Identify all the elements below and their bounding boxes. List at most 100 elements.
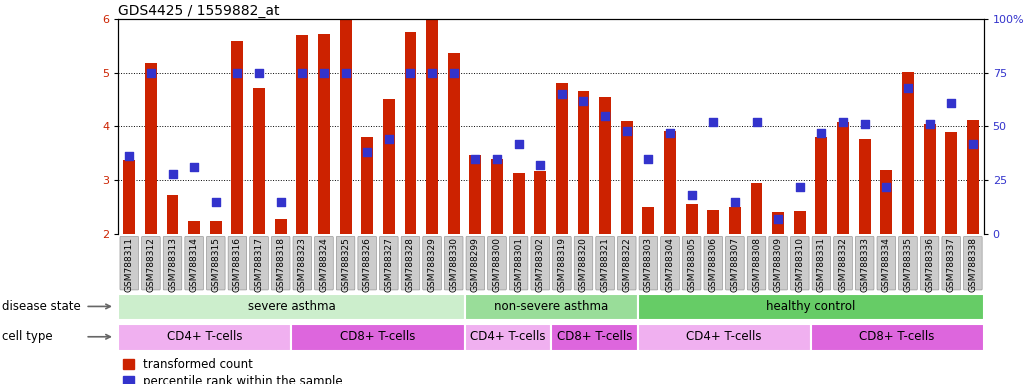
Point — [683, 192, 699, 198]
Bar — [124, 160, 135, 234]
Bar — [556, 83, 568, 234]
Text: severe asthma: severe asthma — [247, 300, 336, 313]
Point — [596, 113, 613, 119]
Text: GSM788322: GSM788322 — [622, 237, 631, 292]
FancyBboxPatch shape — [703, 237, 723, 290]
Text: CD8+ T-cells: CD8+ T-cells — [859, 330, 935, 343]
FancyBboxPatch shape — [963, 237, 983, 290]
Point — [640, 156, 656, 162]
Text: GSM788321: GSM788321 — [600, 237, 610, 292]
Bar — [167, 195, 178, 234]
FancyBboxPatch shape — [595, 237, 615, 290]
Text: CD8+ T-cells: CD8+ T-cells — [556, 330, 632, 343]
FancyBboxPatch shape — [530, 237, 550, 290]
Bar — [491, 159, 503, 234]
Point — [899, 84, 916, 91]
Text: GSM788303: GSM788303 — [644, 237, 653, 292]
Point — [942, 99, 959, 106]
Bar — [708, 210, 719, 234]
Text: GSM788300: GSM788300 — [492, 237, 502, 292]
Point — [185, 164, 202, 170]
Bar — [340, 19, 351, 234]
FancyBboxPatch shape — [574, 237, 593, 290]
Text: GSM788338: GSM788338 — [968, 237, 977, 292]
Bar — [881, 170, 892, 234]
FancyBboxPatch shape — [877, 237, 896, 290]
Bar — [967, 120, 978, 234]
Bar — [535, 171, 546, 234]
Text: CD4+ T-cells: CD4+ T-cells — [686, 330, 762, 343]
Bar — [253, 88, 265, 234]
Bar — [448, 53, 459, 234]
Text: GDS4425 / 1559882_at: GDS4425 / 1559882_at — [118, 4, 280, 18]
Text: GSM788333: GSM788333 — [860, 237, 869, 292]
Point — [834, 119, 851, 125]
Bar — [405, 32, 416, 234]
Point — [769, 216, 786, 222]
Text: GSM788332: GSM788332 — [838, 237, 848, 292]
Bar — [232, 41, 243, 234]
Point — [856, 121, 872, 127]
Point — [164, 170, 181, 177]
Bar — [794, 211, 805, 234]
Bar — [946, 132, 957, 234]
Point — [294, 70, 310, 76]
Text: GSM788325: GSM788325 — [341, 237, 350, 292]
Bar — [118, 324, 291, 351]
Text: GSM788310: GSM788310 — [795, 237, 804, 292]
FancyBboxPatch shape — [163, 237, 182, 290]
Text: non-severe asthma: non-severe asthma — [494, 300, 608, 313]
Point — [705, 119, 721, 125]
Text: GSM788324: GSM788324 — [319, 237, 329, 292]
FancyBboxPatch shape — [660, 237, 680, 290]
Point — [618, 127, 634, 134]
Text: CD4+ T-cells: CD4+ T-cells — [167, 330, 243, 343]
FancyBboxPatch shape — [747, 237, 766, 290]
Text: GSM788318: GSM788318 — [276, 237, 285, 292]
Text: GSM788301: GSM788301 — [514, 237, 523, 292]
Point — [467, 156, 483, 162]
Bar — [426, 20, 438, 234]
FancyBboxPatch shape — [509, 237, 528, 290]
Point — [878, 184, 894, 190]
Text: GSM788328: GSM788328 — [406, 237, 415, 292]
Bar — [383, 99, 394, 234]
FancyBboxPatch shape — [119, 237, 139, 290]
Text: GSM788314: GSM788314 — [190, 237, 199, 292]
Point — [380, 136, 397, 142]
Text: GSM788335: GSM788335 — [903, 237, 913, 292]
FancyBboxPatch shape — [184, 237, 204, 290]
Bar — [210, 222, 221, 234]
Bar — [465, 294, 638, 320]
Text: GSM788307: GSM788307 — [730, 237, 740, 292]
Text: GSM788299: GSM788299 — [471, 237, 480, 292]
Text: GSM788309: GSM788309 — [774, 237, 783, 292]
Bar — [638, 324, 811, 351]
Text: GSM788316: GSM788316 — [233, 237, 242, 292]
Bar — [118, 294, 465, 320]
FancyBboxPatch shape — [206, 237, 226, 290]
Point — [423, 70, 440, 76]
Bar — [686, 204, 697, 234]
Text: GSM788315: GSM788315 — [211, 237, 220, 292]
Bar — [599, 97, 611, 234]
Text: GSM788331: GSM788331 — [817, 237, 826, 292]
FancyBboxPatch shape — [336, 237, 355, 290]
Text: CD4+ T-cells: CD4+ T-cells — [470, 330, 546, 343]
FancyBboxPatch shape — [401, 237, 420, 290]
Point — [921, 121, 937, 127]
Legend: transformed count, percentile rank within the sample: transformed count, percentile rank withi… — [118, 353, 347, 384]
Bar — [513, 173, 524, 234]
FancyBboxPatch shape — [920, 237, 939, 290]
Text: GSM788302: GSM788302 — [536, 237, 545, 292]
Bar — [578, 91, 589, 234]
FancyBboxPatch shape — [487, 237, 507, 290]
FancyBboxPatch shape — [898, 237, 918, 290]
Bar — [729, 207, 741, 234]
Bar — [772, 212, 784, 234]
Bar — [465, 324, 551, 351]
Text: GSM788304: GSM788304 — [665, 237, 675, 292]
Point — [531, 162, 548, 168]
Text: GSM788323: GSM788323 — [298, 237, 307, 292]
Bar — [902, 72, 914, 234]
